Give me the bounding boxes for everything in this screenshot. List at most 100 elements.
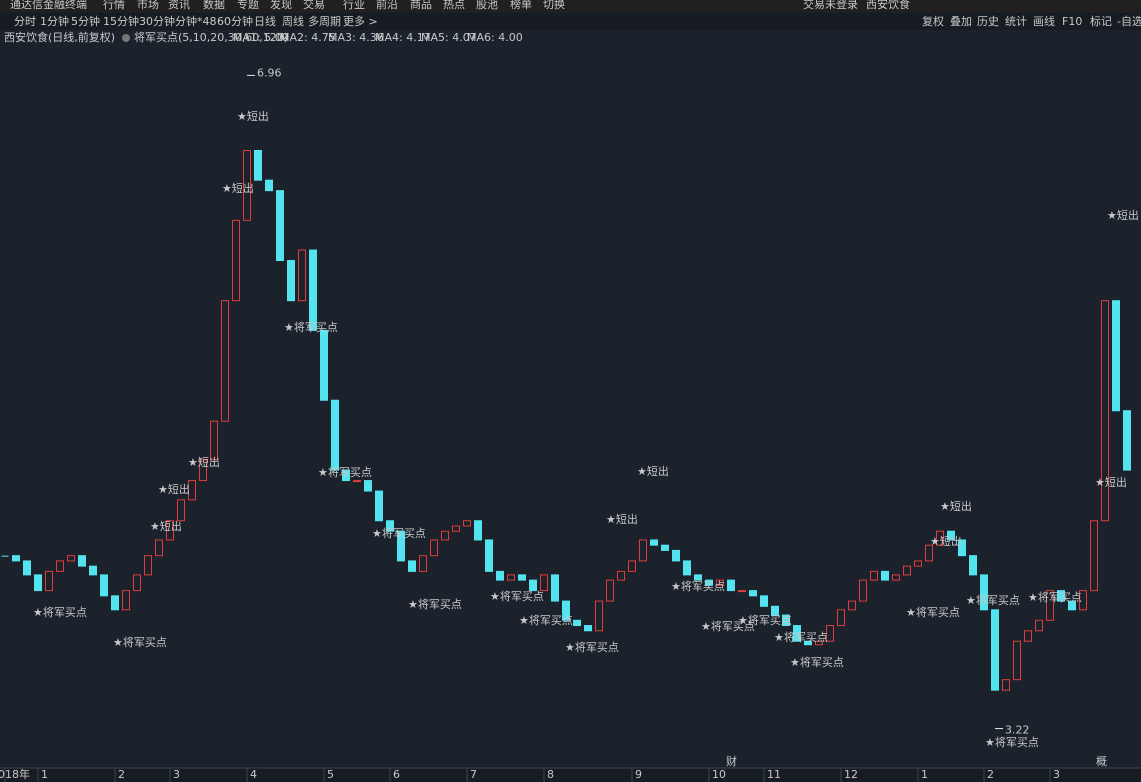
tool-button[interactable]: 复权: [922, 14, 944, 28]
sell-signal: ★短出: [1095, 475, 1127, 489]
candle: [375, 490, 383, 522]
period-tab[interactable]: 分时: [14, 15, 36, 28]
x-tick-label: 1: [41, 768, 48, 781]
period-tab[interactable]: 1分钟: [40, 14, 69, 28]
tool-button[interactable]: 画线: [1033, 14, 1055, 28]
candle: [199, 459, 207, 482]
period-tab[interactable]: 5分钟: [71, 14, 100, 28]
candle: [683, 560, 691, 576]
candle: [133, 574, 141, 592]
stock-title: 西安饮食(日线,前复权): [4, 30, 115, 44]
menu-item[interactable]: 发现: [270, 0, 292, 11]
formula-icon[interactable]: [122, 34, 130, 42]
x-tick-label: 9: [635, 768, 642, 781]
candle: [1079, 590, 1087, 611]
period-tab[interactable]: 多周期: [308, 14, 341, 28]
candle: [749, 590, 757, 597]
candle: [661, 544, 669, 551]
x-tick-label: 2018年: [0, 767, 30, 781]
menu-item[interactable]: 数据: [203, 0, 225, 11]
candle: [1101, 300, 1109, 522]
bottom-marker: 概: [1096, 755, 1107, 768]
x-tick-label: 1: [921, 768, 928, 781]
formula: 将军买点(5,10,20,30,60,120): [134, 31, 288, 44]
candle: [980, 574, 988, 611]
candle: [463, 520, 471, 527]
candle: [243, 150, 251, 221]
buy-signal: ★将军买点: [490, 590, 544, 603]
candle: [342, 469, 350, 482]
period-tab[interactable]: 周线: [282, 14, 304, 28]
candle: [1002, 679, 1010, 691]
candle: [650, 539, 658, 546]
x-tick-label: 7: [470, 768, 477, 781]
candle: [1123, 410, 1131, 471]
period-tab[interactable]: 30分钟: [139, 14, 175, 28]
candle: [78, 555, 86, 567]
candle: [100, 574, 108, 597]
buy-signal: ★将军买点: [519, 614, 573, 627]
tool-button[interactable]: 标记: [1090, 14, 1112, 28]
tool-button[interactable]: -自选: [1117, 15, 1141, 28]
candle: [639, 539, 647, 562]
candle: [925, 544, 933, 562]
candle: [320, 329, 328, 401]
tool-button[interactable]: 叠加: [950, 15, 972, 28]
candle: [474, 520, 482, 541]
menu-item[interactable]: 专题: [237, 0, 259, 11]
candle: [991, 609, 999, 691]
buy-signal: ★将军买点: [790, 656, 844, 669]
period-tab[interactable]: 15分钟: [103, 14, 139, 28]
candle: [782, 614, 790, 627]
candle: [23, 560, 31, 576]
menu-item[interactable]: 前沿: [376, 0, 398, 11]
x-tick-label: 2: [987, 768, 994, 781]
candle: [551, 574, 559, 602]
candle: [1013, 640, 1021, 681]
candle: [408, 560, 416, 572]
tool-button[interactable]: F10: [1062, 15, 1082, 28]
candle: [529, 579, 537, 592]
x-tick-label: 11: [767, 768, 781, 781]
status-item[interactable]: 交易未登录: [803, 0, 858, 11]
buy-signal: ★将军买点: [372, 527, 426, 540]
menu-item[interactable]: 股池: [476, 0, 498, 11]
period-tab[interactable]: 更多 >: [343, 14, 378, 28]
period-tab[interactable]: 日线: [254, 14, 276, 28]
candle: [485, 539, 493, 572]
candle: [430, 539, 438, 557]
menu-item[interactable]: 商品: [410, 0, 432, 11]
buy-signal: ★将军买点: [318, 466, 372, 479]
buy-signal: ★将军买点: [671, 580, 725, 593]
menu-item[interactable]: 行业: [343, 0, 365, 11]
candle: [672, 549, 680, 562]
buy-signal: ★将军买点: [565, 641, 619, 654]
candle: [903, 565, 911, 576]
menu-item[interactable]: 资讯: [168, 0, 190, 11]
x-tick-label: 3: [1053, 768, 1060, 781]
ma-label: MA2: 4.75: [280, 31, 336, 44]
tool-button[interactable]: 历史: [977, 15, 999, 28]
period-tab[interactable]: 分钟*48: [175, 14, 217, 28]
menu-item[interactable]: 交易: [303, 0, 325, 11]
menu-item[interactable]: 榜单: [510, 0, 532, 11]
x-axis-bar: [0, 768, 1141, 782]
menu-item[interactable]: 市场: [137, 0, 159, 11]
menu-item[interactable]: 行情: [103, 0, 125, 11]
period-tab[interactable]: 60分钟: [217, 14, 253, 28]
buy-signal: ★将军买点: [33, 606, 87, 619]
sell-signal: ★短出: [1107, 208, 1139, 222]
menu-item[interactable]: 热点: [443, 0, 465, 11]
candle: [34, 574, 42, 592]
tool-button[interactable]: 统计: [1005, 15, 1027, 28]
menu-item[interactable]: 切换: [543, 0, 565, 11]
buy-signal: ★将军买点: [966, 594, 1020, 607]
candle: [452, 525, 460, 532]
candle: [56, 560, 64, 572]
ma-label: MA3: 4.36: [328, 31, 384, 44]
status-item[interactable]: 西安饮食: [866, 0, 910, 11]
toolbar: [0, 13, 1141, 30]
candle: [1090, 520, 1098, 592]
candle: [287, 260, 295, 302]
